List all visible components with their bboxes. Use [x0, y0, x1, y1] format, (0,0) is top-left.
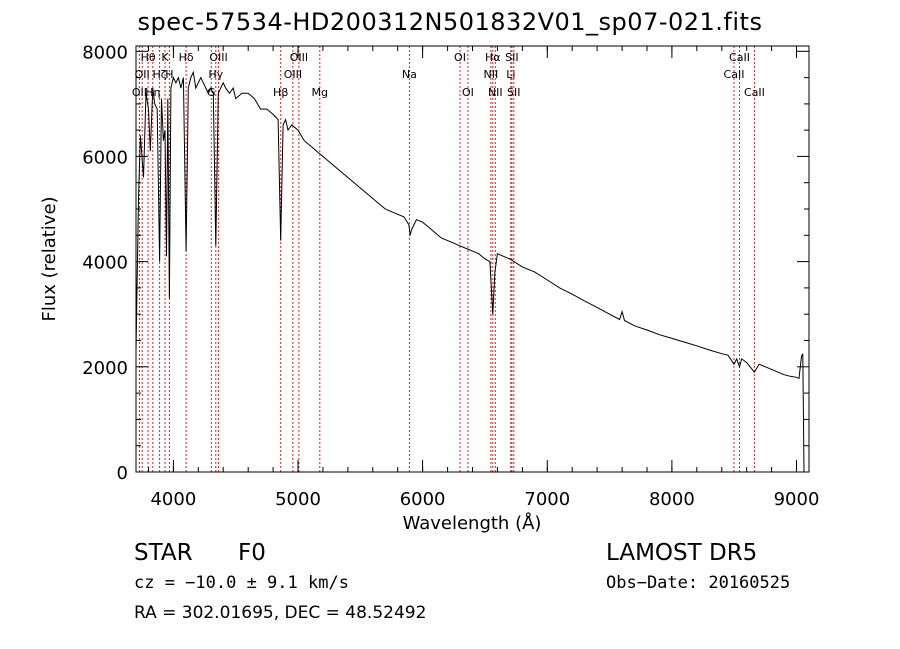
line-label-16: OI — [454, 51, 466, 64]
x-tick-label-3: 7000 — [524, 489, 570, 510]
spectrum-line — [135, 70, 805, 473]
y-tick-label-4: 8000 — [82, 42, 128, 63]
line-label-15: Na — [402, 68, 417, 81]
x-axis: 4000 5000 6000 7000 8000 9000 — [148, 46, 820, 510]
line-label-21: Li — [506, 68, 515, 81]
line-label-26: CaII — [744, 86, 765, 99]
object-subclass: F0 — [238, 540, 266, 566]
redshift-readout: cz = −10.0 ± 9.1 km/s — [134, 573, 349, 593]
spectral-line-labels: OII OII Hθ Hη Hζ KH Hδ G Hγ OIII Hβ OIII OIII Mg Na OI O… — [132, 51, 765, 99]
line-label-12: OIII — [284, 68, 302, 81]
line-label-17: OI — [462, 86, 474, 99]
line-label-24: CaII — [724, 68, 745, 81]
chart-title: spec-57534-HD200312N501832V01_sp07-021.f… — [137, 8, 763, 36]
spectral-line-markers — [138, 46, 755, 472]
line-label-14: Mg — [312, 86, 328, 99]
line-label-20: NII — [488, 86, 503, 99]
x-axis-label: Wavelength (Å) — [403, 512, 542, 534]
line-label-8: G — [207, 86, 216, 99]
x-tick-label-0: 4000 — [150, 489, 196, 510]
object-class: STAR — [134, 540, 193, 566]
observation-date: Obs−Date: 20160525 — [606, 573, 791, 593]
x-tick-label-4: 8000 — [649, 489, 695, 510]
survey-name: LAMOST DR5 — [606, 540, 758, 566]
line-label-22: SII — [505, 51, 518, 64]
y-tick-label-1: 2000 — [82, 358, 128, 379]
line-label-0: OII — [132, 86, 147, 99]
line-label-18: NII — [484, 68, 499, 81]
coordinates-readout: RA = 302.01695, DEC = 48.52492 — [134, 603, 427, 623]
x-tick-label-2: 6000 — [400, 489, 446, 510]
plot-frame — [135, 45, 810, 473]
line-label-7: Hδ — [179, 51, 194, 64]
x-tick-label-5: 9000 — [774, 489, 820, 510]
line-label-5: K — [161, 51, 169, 64]
line-label-13: OIII — [290, 51, 308, 64]
x-tick-label-1: 5000 — [275, 489, 321, 510]
line-label-6: H — [165, 68, 173, 81]
line-label-1: OII — [135, 68, 150, 81]
line-label-9: Hγ — [208, 68, 223, 81]
y-axis: 0 2000 4000 6000 8000 — [82, 42, 809, 484]
line-label-11: Hβ — [273, 86, 288, 99]
line-label-4: Hζ — [152, 68, 166, 81]
line-label-19: Hα — [485, 51, 501, 64]
line-label-3: Hη — [145, 86, 160, 99]
y-tick-label-2: 4000 — [82, 253, 128, 274]
line-label-2: Hθ — [141, 51, 156, 64]
y-tick-label-0: 0 — [117, 463, 128, 484]
line-label-23: SII — [507, 86, 520, 99]
y-tick-label-3: 6000 — [82, 147, 128, 168]
line-label-25: CaII — [729, 51, 750, 64]
y-axis-label: Flux (relative) — [39, 196, 60, 321]
line-label-10: OIII — [209, 51, 227, 64]
